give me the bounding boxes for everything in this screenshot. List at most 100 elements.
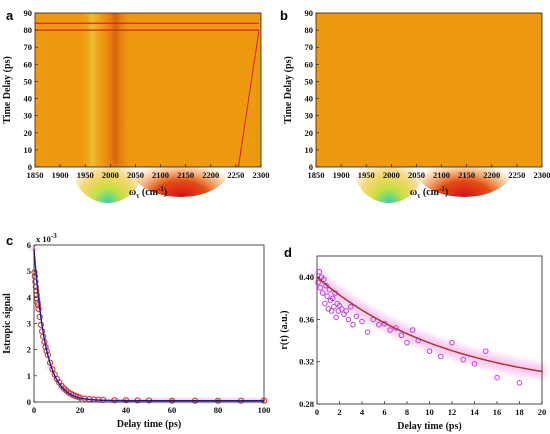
x-axis-label-close: ) bbox=[164, 187, 167, 198]
x-tick-label: 1850 bbox=[27, 170, 44, 180]
data-point bbox=[471, 361, 478, 367]
x-axis-label-unit: (cm bbox=[139, 187, 158, 198]
data-point bbox=[359, 318, 365, 325]
data-point bbox=[343, 308, 350, 314]
x-tick-label: 40 bbox=[122, 405, 131, 415]
data-point bbox=[350, 321, 356, 328]
data-point bbox=[331, 303, 337, 310]
scale-label: x 10-3 bbox=[36, 232, 57, 244]
x-tick-label: 2300 bbox=[253, 170, 270, 180]
data-point bbox=[347, 303, 354, 310]
panel-label-a: a bbox=[6, 8, 14, 23]
y-tick-label: 10 bbox=[305, 145, 314, 155]
plot-background bbox=[34, 245, 264, 402]
data-point bbox=[31, 269, 38, 276]
heatmap-background bbox=[316, 13, 542, 167]
x-axis-label-close: ) bbox=[445, 187, 448, 198]
y-tick-label: 0 bbox=[27, 397, 31, 407]
data-point bbox=[328, 308, 335, 314]
data-point bbox=[317, 284, 324, 291]
x-axis-label-sub: τ bbox=[417, 192, 421, 200]
x-tick-label: 2200 bbox=[202, 170, 219, 180]
x-tick-label: 60 bbox=[168, 405, 177, 415]
y-tick-label: 80 bbox=[24, 25, 33, 35]
scatter-panel-c: 0 20 40 60 80 100 0 1 2 3 4 5 6 Delay time (ps) Istrop… bbox=[2, 232, 273, 430]
x-tick-label: 2000 bbox=[383, 170, 400, 180]
data-point bbox=[333, 314, 339, 321]
plot-background bbox=[317, 256, 542, 404]
y-tick-label: 1 bbox=[27, 371, 31, 381]
panel-label-d: d bbox=[284, 245, 292, 260]
x-tick-label: 1950 bbox=[77, 170, 94, 180]
data-point bbox=[364, 329, 371, 335]
data-point bbox=[35, 306, 42, 313]
data-point bbox=[409, 327, 416, 333]
data-point bbox=[315, 279, 321, 286]
x-tick-label: 2250 bbox=[227, 170, 244, 180]
data-point bbox=[516, 380, 523, 386]
panel-label-b: b bbox=[280, 8, 288, 23]
y-tick-label: 4 bbox=[27, 292, 32, 302]
data-point bbox=[338, 306, 345, 312]
x-tick-label: 12 bbox=[448, 407, 457, 417]
x-axis-label: ωτ (cm-1) bbox=[410, 185, 448, 200]
x-tick-label: 20 bbox=[76, 405, 85, 415]
heatmap-background bbox=[35, 13, 261, 167]
panel-label-c: c bbox=[6, 233, 13, 248]
data-point bbox=[460, 356, 467, 363]
x-axis-label-sup: -1 bbox=[439, 185, 445, 193]
y-tick-label: 0.36 bbox=[299, 314, 314, 324]
y-tick-label: 0 bbox=[309, 162, 313, 172]
x-tick-label: 2150 bbox=[177, 170, 194, 180]
scale-label-exp: -3 bbox=[51, 232, 57, 240]
x-tick-label: 18 bbox=[515, 407, 524, 417]
x-tick-label: 4 bbox=[360, 407, 365, 417]
y-tick-label: 80 bbox=[305, 25, 314, 35]
y-tick-label: 60 bbox=[305, 59, 314, 69]
x-axis-label-symbol: ω bbox=[129, 187, 136, 198]
y-tick-label: 2 bbox=[27, 345, 31, 355]
y-tick-label: 50 bbox=[305, 76, 314, 86]
x-tick-label: 2200 bbox=[483, 170, 500, 180]
scale-label-base: x 10 bbox=[36, 234, 51, 244]
x-tick-label: 2 bbox=[337, 407, 341, 417]
data-point bbox=[320, 276, 327, 283]
data-point bbox=[324, 293, 330, 299]
data-point bbox=[32, 283, 39, 290]
data-point bbox=[437, 353, 444, 360]
data-point bbox=[329, 295, 336, 302]
x-tick-label: 10 bbox=[425, 407, 434, 417]
x-axis-label-sub: τ bbox=[136, 192, 140, 200]
scatter-panel-d: 0 2 4 6 8 10 12 14 16 18 20 0.28 0.32 0.36 0.40 Delay t… bbox=[279, 255, 550, 432]
x-tick-label: 1850 bbox=[308, 170, 325, 180]
x-tick-label: 8 bbox=[405, 407, 409, 417]
heatmap-panel-b: 1850 1900 1950 2000 2050 2100 2150 2200 2250 2300… bbox=[283, 8, 550, 203]
data-point bbox=[404, 339, 410, 346]
y-tick-label: 0.28 bbox=[299, 399, 314, 409]
y-tick-label: 6 bbox=[27, 240, 31, 250]
x-axis-label-unit: (cm bbox=[420, 187, 439, 198]
y-tick-label: 20 bbox=[305, 128, 314, 138]
x-tick-label: 2100 bbox=[152, 170, 169, 180]
y-tick-label: 60 bbox=[24, 59, 33, 69]
data-point bbox=[494, 374, 500, 381]
fit-line bbox=[316, 276, 543, 373]
data-point bbox=[319, 290, 326, 296]
x-axis-label: Delay time (ps) bbox=[117, 419, 181, 430]
x-tick-label: 1900 bbox=[333, 170, 350, 180]
data-point bbox=[345, 316, 352, 323]
y-tick-label: 5 bbox=[27, 266, 31, 276]
y-axis-label: Time Delay (ps) bbox=[283, 56, 294, 124]
data-point bbox=[353, 313, 360, 320]
data-point bbox=[322, 300, 328, 307]
y-tick-label: 30 bbox=[305, 111, 314, 121]
y-axis-label: Time Delay (ps) bbox=[2, 56, 13, 124]
x-tick-label: 16 bbox=[493, 407, 502, 417]
y-tick-label: 0.32 bbox=[299, 357, 314, 367]
x-tick-label: 2100 bbox=[433, 170, 450, 180]
plot-frame bbox=[34, 12, 262, 168]
x-tick-label: 1950 bbox=[358, 170, 375, 180]
y-tick-label: 30 bbox=[24, 111, 33, 121]
x-tick-label: 2300 bbox=[534, 170, 550, 180]
